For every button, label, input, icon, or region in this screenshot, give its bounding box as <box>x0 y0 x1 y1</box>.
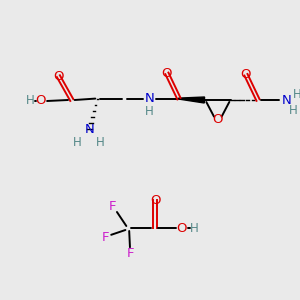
Text: O: O <box>53 70 64 83</box>
Text: N: N <box>145 92 154 105</box>
Text: H: H <box>293 88 300 101</box>
Text: N: N <box>281 94 291 106</box>
Text: F: F <box>102 231 109 244</box>
Text: O: O <box>35 94 46 107</box>
Text: O: O <box>162 67 172 80</box>
Text: F: F <box>127 247 135 260</box>
Text: O: O <box>177 221 187 235</box>
Text: H: H <box>96 136 105 149</box>
Text: H: H <box>190 221 199 235</box>
Text: N: N <box>84 123 94 136</box>
Text: O: O <box>150 194 160 206</box>
Text: H: H <box>73 136 82 149</box>
Text: H: H <box>289 104 297 118</box>
Text: H: H <box>145 105 154 118</box>
Text: O: O <box>241 68 251 81</box>
Text: O: O <box>213 113 223 126</box>
Polygon shape <box>179 97 205 103</box>
Text: H: H <box>26 94 34 107</box>
Text: F: F <box>108 200 116 214</box>
